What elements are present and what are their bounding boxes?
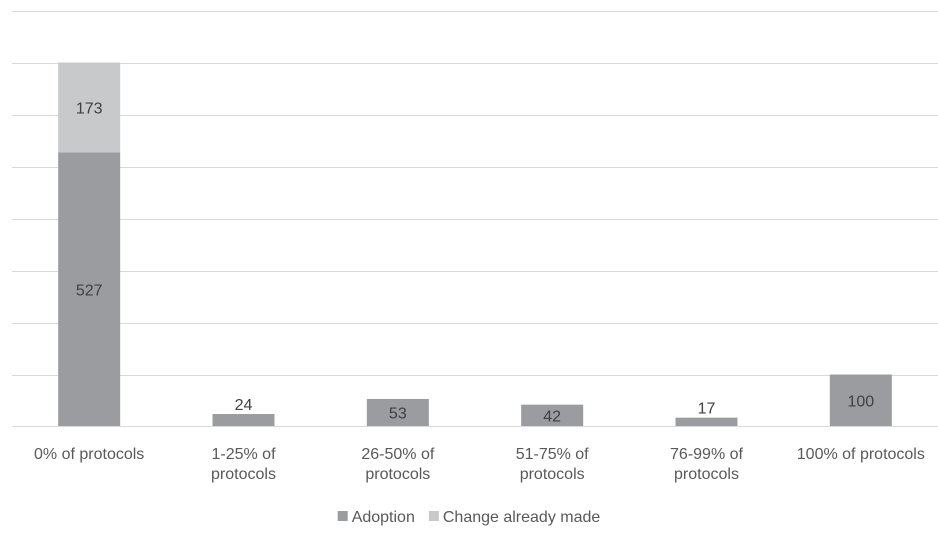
- data-label: 100: [847, 394, 874, 411]
- x-tick-label: 76-99% of protocols: [670, 446, 743, 483]
- x-tick-label: 51-75% of protocols: [516, 446, 589, 483]
- x-tick-label: 100% of protocols: [797, 446, 925, 463]
- bar-adoption: [58, 152, 121, 427]
- data-label: 173: [76, 100, 103, 117]
- gridlines: [12, 11, 938, 376]
- legend-label: Adoption: [352, 509, 415, 526]
- legend-swatch: [337, 511, 348, 521]
- x-tick-label: 1-25% of protocols: [211, 446, 276, 483]
- x-tick-label: 26-50% of protocols: [361, 446, 434, 483]
- legend-item: Change already made: [428, 509, 601, 526]
- data-label: 42: [543, 409, 561, 426]
- bar-adoption: [366, 398, 429, 427]
- data-label: 53: [389, 406, 407, 423]
- x-tick-label: 0% of protocols: [34, 446, 144, 463]
- legend-item: Adoption: [337, 509, 415, 526]
- x-axis: 0% of protocols 1-25% of protocols 26-50% o…: [12, 426, 938, 483]
- data-label: 24: [235, 397, 253, 414]
- legend: Adoption Change already made: [337, 509, 601, 526]
- bar-adoption: [675, 417, 738, 427]
- legend-label: Change already made: [443, 509, 601, 526]
- bar-adoption: [829, 374, 892, 427]
- bars: [58, 62, 892, 427]
- bar-adoption: [521, 404, 584, 427]
- data-labels: 527 173 24 53 42 17 100: [76, 100, 874, 425]
- data-label: 527: [76, 282, 103, 299]
- bar-adoption: [212, 414, 275, 427]
- legend-swatch: [428, 511, 439, 521]
- bar-change-already-made: [58, 62, 121, 153]
- data-label: 17: [698, 401, 716, 418]
